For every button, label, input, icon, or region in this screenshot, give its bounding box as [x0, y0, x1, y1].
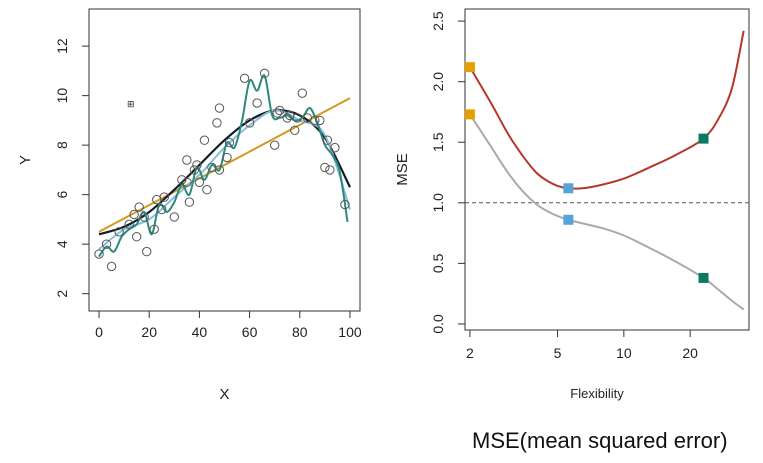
- data-point: [202, 185, 212, 195]
- data-point: [275, 105, 285, 116]
- left-x-axis-label: X: [219, 386, 229, 403]
- data-point: [192, 160, 202, 170]
- data-point: [214, 103, 225, 113]
- right-y-tick-label: 0.5: [430, 253, 446, 273]
- mse-marker: [464, 62, 475, 73]
- mse-curve: [469, 30, 745, 190]
- data-point: [129, 209, 139, 220]
- right-y-tick-label: 2.0: [430, 72, 446, 92]
- mse-caption: MSE(mean squared error): [472, 428, 728, 453]
- data-point: [101, 239, 112, 249]
- data-point: [94, 249, 104, 259]
- data-point: [142, 246, 152, 257]
- right-x-tick-label: 10: [616, 345, 632, 361]
- right-x-axis-label: Flexibility: [570, 386, 624, 401]
- data-point: [159, 192, 169, 202]
- left-series-line: [98, 109, 351, 250]
- left-x-tick-label: 80: [292, 324, 308, 340]
- mse-marker: [563, 214, 574, 225]
- left-plot-frame: [88, 8, 361, 312]
- data-point: [182, 177, 192, 187]
- data-point: [320, 162, 330, 173]
- left-series-line: [98, 109, 351, 236]
- right-y-tick-label: 1.0: [430, 193, 446, 213]
- right-plot-frame: [464, 8, 750, 331]
- data-point: [199, 135, 210, 145]
- data-point: [269, 140, 280, 150]
- right-y-axis-label: MSE: [394, 153, 411, 186]
- right-x-tick-label: 20: [682, 345, 698, 361]
- data-point: [315, 115, 325, 126]
- data-point: [106, 261, 117, 272]
- data-point: [292, 113, 302, 123]
- data-point: [214, 165, 225, 175]
- left-x-tick-label: 60: [242, 324, 258, 340]
- data-point: [149, 224, 159, 235]
- data-point: [222, 152, 232, 163]
- data-point: [244, 118, 255, 128]
- mse-marker: [698, 272, 709, 283]
- mse-marker: [698, 133, 709, 144]
- data-point: [184, 197, 195, 207]
- data-point: [114, 227, 124, 237]
- left-x-tick-label: 20: [141, 324, 157, 340]
- right-x-tick-label: 5: [554, 345, 562, 361]
- data-point: [272, 108, 282, 118]
- mse-marker: [464, 109, 475, 120]
- left-y-tick-label: 2: [54, 290, 70, 298]
- data-point: [322, 135, 333, 145]
- data-point: [139, 212, 149, 222]
- right-x-tick-label: 2: [466, 345, 474, 361]
- left-annotation: ⊞: [127, 99, 135, 109]
- left-y-axis-label: Y: [17, 155, 34, 165]
- right-y-tick-label: 1.5: [430, 132, 446, 152]
- left-x-tick-label: 40: [192, 324, 208, 340]
- data-point: [212, 118, 222, 128]
- mse-marker: [563, 183, 574, 194]
- data-point: [131, 232, 142, 242]
- left-y-tick-label: 4: [54, 240, 70, 248]
- data-point: [177, 175, 187, 185]
- left-y-tick-label: 6: [54, 191, 70, 199]
- data-point: [134, 202, 144, 212]
- left-x-tick-label: 0: [95, 324, 103, 340]
- data-point: [282, 113, 292, 123]
- data-point: [194, 177, 205, 187]
- data-point: [189, 165, 200, 175]
- data-point: [259, 68, 270, 79]
- data-point: [157, 204, 167, 215]
- data-point: [239, 73, 250, 84]
- mse-curve: [469, 113, 745, 311]
- left-y-tick-label: 12: [54, 38, 70, 54]
- data-point: [124, 219, 134, 230]
- left-y-tick-label: 10: [54, 88, 70, 104]
- data-point: [252, 98, 262, 108]
- data-point: [290, 125, 300, 135]
- data-point: [182, 155, 192, 165]
- data-point: [169, 212, 180, 222]
- left-y-tick-label: 8: [54, 141, 70, 149]
- right-y-tick-label: 0.0: [430, 314, 446, 334]
- data-point: [330, 142, 340, 153]
- data-point: [340, 199, 350, 210]
- right-y-tick-label: 2.5: [430, 11, 446, 31]
- data-point: [325, 165, 335, 175]
- data-point: [224, 137, 235, 148]
- left-x-tick-label: 100: [338, 324, 362, 340]
- data-point: [310, 115, 320, 126]
- data-point: [297, 88, 307, 98]
